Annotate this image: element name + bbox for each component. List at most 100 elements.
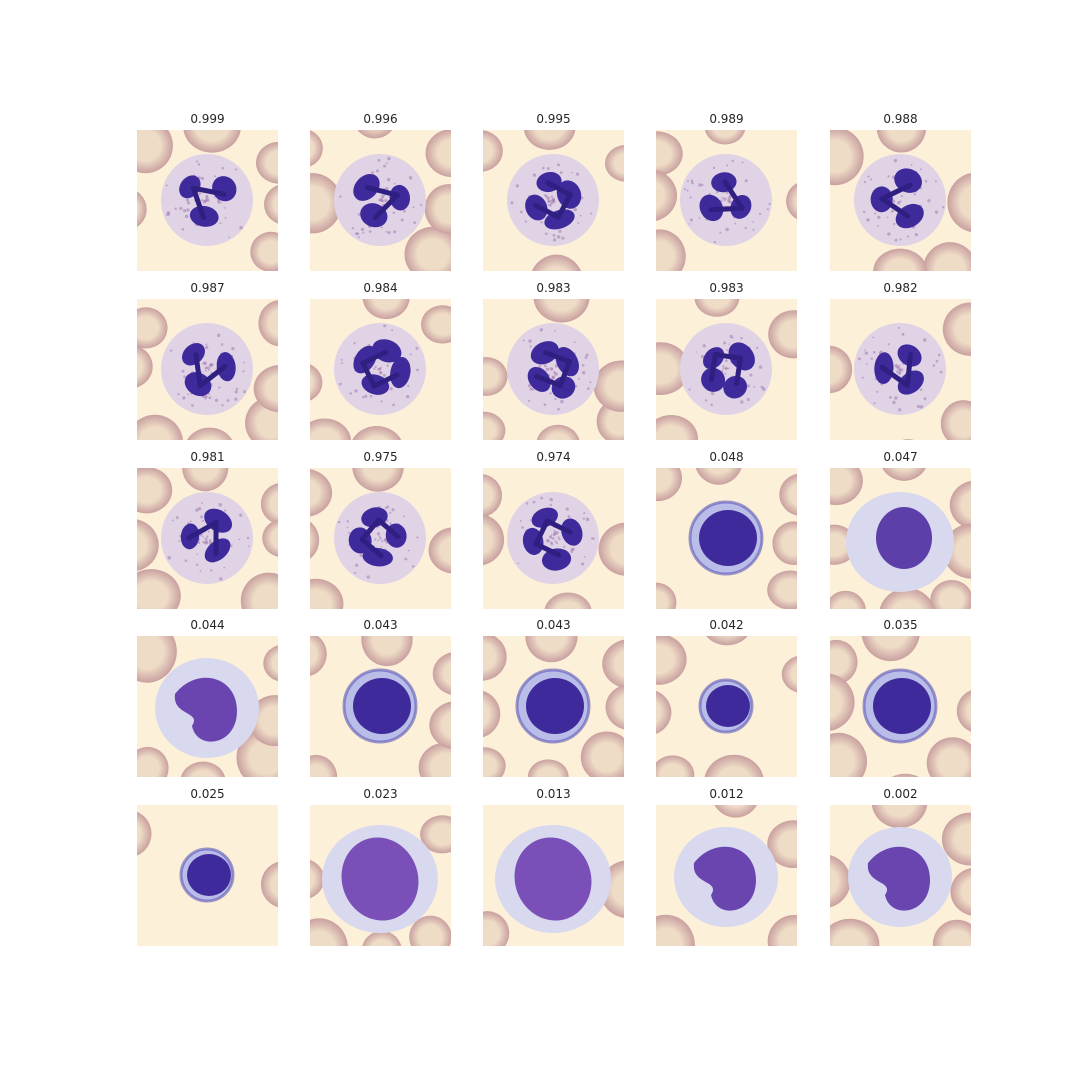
red-blood-cell bbox=[767, 914, 797, 946]
red-blood-cell bbox=[704, 130, 746, 145]
red-blood-cell bbox=[704, 754, 764, 777]
nucleus bbox=[867, 846, 930, 911]
red-blood-cell bbox=[428, 527, 451, 574]
nucleus-lobe bbox=[362, 547, 393, 567]
score-label: 0.043 bbox=[536, 618, 571, 632]
score-label: 0.999 bbox=[190, 112, 225, 126]
red-blood-cell bbox=[767, 820, 797, 869]
blood-cell-image bbox=[310, 636, 451, 777]
red-blood-cell bbox=[137, 811, 152, 856]
red-blood-cell bbox=[310, 469, 333, 517]
red-blood-cell bbox=[706, 636, 748, 646]
score-label: 0.013 bbox=[536, 787, 571, 801]
red-blood-cell bbox=[527, 759, 569, 777]
blood-cell-image bbox=[137, 805, 278, 946]
red-blood-cell bbox=[352, 468, 404, 492]
red-blood-cell bbox=[830, 345, 853, 394]
nucleus bbox=[693, 846, 756, 911]
red-blood-cell bbox=[879, 588, 935, 609]
red-blood-cell bbox=[137, 636, 177, 683]
red-blood-cell bbox=[656, 131, 683, 176]
red-blood-cell bbox=[420, 815, 451, 854]
red-blood-cell bbox=[786, 183, 797, 220]
nucleus-lobe bbox=[897, 370, 924, 395]
red-blood-cell bbox=[656, 755, 695, 777]
red-blood-cell bbox=[830, 639, 858, 685]
red-blood-cell bbox=[310, 364, 323, 401]
red-blood-cell bbox=[310, 859, 325, 899]
red-blood-cell bbox=[310, 130, 323, 167]
blood-cell-image bbox=[830, 130, 971, 271]
red-blood-cell bbox=[137, 345, 153, 388]
red-blood-cell bbox=[950, 867, 971, 916]
score-label: 0.048 bbox=[709, 450, 744, 464]
red-blood-cell bbox=[310, 918, 348, 946]
red-blood-cell bbox=[183, 130, 241, 153]
red-blood-cell bbox=[694, 299, 740, 317]
red-blood-cell bbox=[525, 636, 578, 663]
red-blood-cell bbox=[656, 229, 686, 271]
red-blood-cell bbox=[531, 254, 582, 271]
nucleus bbox=[706, 685, 750, 727]
red-blood-cell bbox=[861, 636, 920, 662]
score-label: 0.984 bbox=[363, 281, 398, 295]
red-blood-cell bbox=[357, 130, 393, 139]
red-blood-cell bbox=[580, 731, 624, 777]
red-blood-cell bbox=[544, 592, 592, 609]
red-blood-cell bbox=[483, 636, 507, 681]
score-label: 0.023 bbox=[363, 787, 398, 801]
red-blood-cell bbox=[240, 572, 278, 609]
score-label: 0.043 bbox=[363, 618, 398, 632]
red-blood-cell bbox=[310, 578, 344, 609]
red-blood-cell bbox=[772, 521, 797, 566]
red-blood-cell bbox=[483, 357, 508, 396]
blood-cell-image bbox=[830, 468, 971, 609]
red-blood-cell bbox=[429, 701, 451, 750]
red-blood-cell bbox=[362, 299, 410, 320]
nucleus-lobe bbox=[389, 184, 411, 211]
red-blood-cell bbox=[656, 342, 690, 396]
red-blood-cell bbox=[258, 300, 278, 347]
red-blood-cell bbox=[483, 911, 510, 946]
red-blood-cell bbox=[421, 305, 451, 344]
red-blood-cell bbox=[656, 690, 672, 734]
nucleus-lobe bbox=[723, 375, 747, 399]
red-blood-cell bbox=[256, 141, 278, 184]
score-label: 0.987 bbox=[190, 281, 225, 295]
score-label: 0.995 bbox=[536, 112, 571, 126]
red-blood-cell bbox=[656, 582, 677, 609]
red-blood-cell bbox=[830, 732, 868, 777]
score-label: 0.988 bbox=[883, 112, 918, 126]
red-blood-cell bbox=[483, 130, 503, 172]
red-blood-cell bbox=[536, 424, 580, 440]
red-blood-cell bbox=[598, 522, 624, 576]
red-blood-cell bbox=[604, 145, 624, 182]
red-blood-cell bbox=[940, 400, 971, 440]
red-blood-cell bbox=[830, 918, 880, 946]
red-blood-cell bbox=[483, 411, 506, 440]
red-blood-cell bbox=[656, 636, 687, 685]
red-blood-cell bbox=[830, 673, 855, 731]
red-blood-cell bbox=[947, 173, 971, 233]
red-blood-cell bbox=[310, 173, 342, 234]
score-label: 0.982 bbox=[883, 281, 918, 295]
red-blood-cell bbox=[253, 365, 278, 413]
red-blood-cell bbox=[264, 185, 278, 224]
nucleus bbox=[876, 507, 932, 569]
red-blood-cell bbox=[523, 130, 576, 150]
red-blood-cell bbox=[932, 919, 971, 946]
score-label: 0.983 bbox=[536, 281, 571, 295]
score-label: 0.002 bbox=[883, 787, 918, 801]
red-blood-cell bbox=[891, 773, 919, 777]
red-blood-cell bbox=[930, 580, 971, 609]
red-blood-cell bbox=[871, 805, 928, 829]
blood-cell-image bbox=[137, 468, 278, 609]
red-blood-cell bbox=[781, 655, 797, 693]
red-blood-cell bbox=[404, 226, 451, 271]
nucleus-lobe bbox=[541, 548, 572, 571]
red-blood-cell bbox=[310, 754, 338, 777]
blood-cell-image bbox=[310, 299, 451, 440]
red-blood-cell bbox=[137, 414, 183, 440]
red-blood-cell bbox=[830, 130, 864, 186]
blood-cell-image bbox=[830, 636, 971, 777]
